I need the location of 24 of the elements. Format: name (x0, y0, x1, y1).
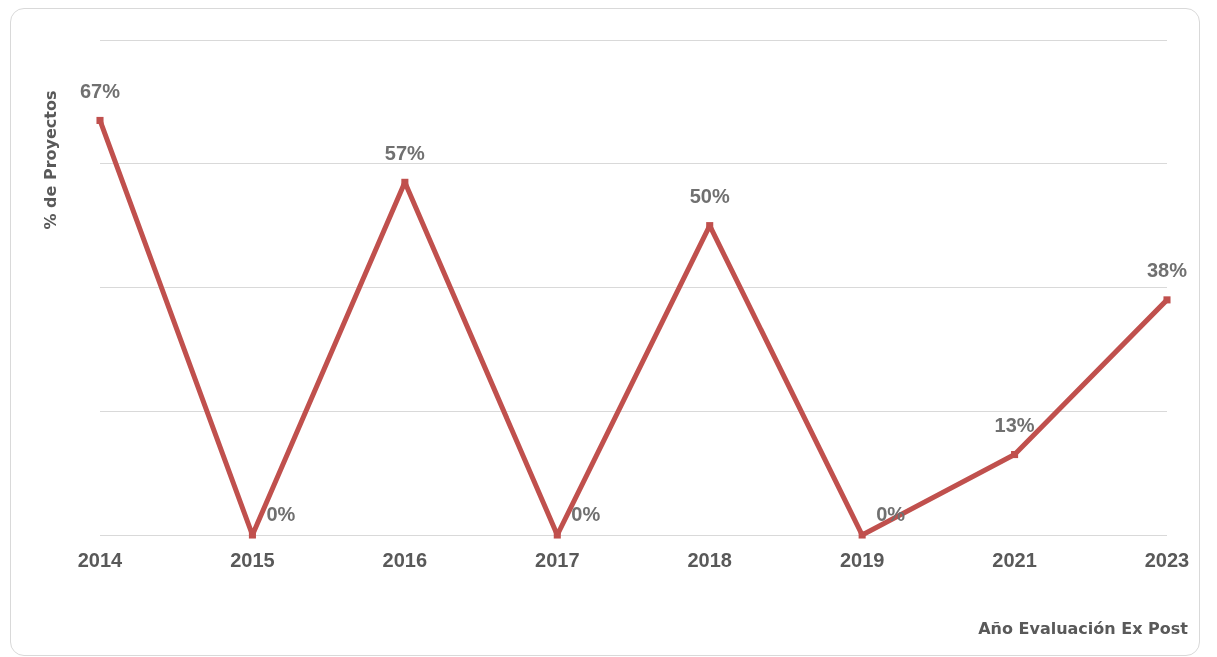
x-tick-label: 2018 (687, 548, 732, 571)
data-label: 38% (1146, 259, 1188, 282)
x-tick-label: 2023 (1144, 548, 1190, 571)
x-tick-label: 2017 (535, 548, 580, 571)
data-label: 50% (689, 185, 730, 208)
x-tick-label: 2015 (230, 548, 275, 571)
point (1163, 296, 1171, 304)
point (248, 531, 256, 539)
x-tick-label: 2014 (77, 548, 124, 571)
x-axis-title: Año Evaluación Ex Post (978, 619, 1189, 639)
point (96, 116, 104, 124)
data-label: 0% (571, 502, 601, 525)
point (553, 531, 561, 539)
x-tick-label: 2021 (992, 548, 1037, 571)
x-tick-label: 2016 (382, 548, 428, 571)
point (858, 531, 866, 539)
data-label: 0% (266, 502, 296, 525)
data-label: 67% (79, 79, 121, 102)
point (401, 178, 409, 186)
data-label: 13% (994, 414, 1035, 437)
y-axis-title: % de Proyectos (41, 90, 61, 230)
point (1011, 451, 1019, 459)
x-tick-label: 2019 (839, 548, 885, 571)
data-label: 57% (384, 141, 426, 164)
